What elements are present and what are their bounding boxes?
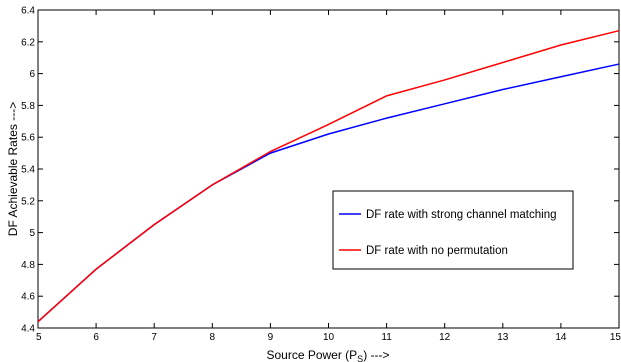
x-tick-label: 15 bbox=[610, 332, 621, 343]
y-tick-label: 4.4 bbox=[21, 324, 35, 335]
y-tick-label: 4.8 bbox=[21, 260, 35, 271]
x-tick-label: 13 bbox=[497, 332, 509, 343]
x-axis-label-suffix: ) ---> bbox=[363, 348, 389, 362]
legend-label-series-1: DF rate with strong channel matching bbox=[366, 209, 556, 221]
x-tick-label: 5 bbox=[36, 332, 42, 343]
legend-box bbox=[332, 190, 574, 270]
x-tick-label: 14 bbox=[555, 332, 567, 343]
series-lines bbox=[37, 29, 620, 323]
x-tick-label: 7 bbox=[151, 332, 157, 343]
y-tick-label: 6.4 bbox=[21, 6, 35, 17]
x-tick-label: 6 bbox=[93, 332, 99, 343]
x-axis-label-subscript: S bbox=[357, 354, 363, 362]
y-tick-label: 5.4 bbox=[21, 165, 35, 176]
x-tick-label: 8 bbox=[210, 332, 216, 343]
y-tick-label: 5.8 bbox=[21, 101, 35, 112]
plot-area bbox=[37, 9, 620, 329]
x-axis-label-main: Source Power (P bbox=[266, 348, 357, 362]
y-axis-label: DF Achievable Rates ---> bbox=[6, 102, 20, 236]
x-axis-label: Source Power (PS) ---> bbox=[266, 348, 389, 362]
y-tick-label: 5 bbox=[29, 228, 35, 239]
y-tick-label: 5.6 bbox=[21, 133, 35, 144]
legend: DF rate with strong channel matching DF … bbox=[332, 190, 574, 270]
series-line-2 bbox=[37, 29, 620, 323]
y-tick-label: 4.6 bbox=[21, 292, 35, 303]
y-tick-label: 5.2 bbox=[21, 196, 35, 207]
y-tick-label: 6 bbox=[29, 69, 35, 80]
y-tick-label: 6.2 bbox=[21, 37, 35, 48]
axis-ticks: 5 6 7 8 9 10 11 12 13 14 15 4.4 4.6 4.8 5 5.2 5.4 5.6 5.8 6… bbox=[21, 6, 621, 344]
legend-label-series-2: DF rate with no permutation bbox=[366, 245, 508, 257]
x-tick-label: 11 bbox=[381, 332, 392, 343]
x-tick-label: 9 bbox=[268, 332, 274, 343]
x-tick-label: 12 bbox=[439, 332, 451, 343]
x-tick-label: 10 bbox=[323, 332, 335, 343]
